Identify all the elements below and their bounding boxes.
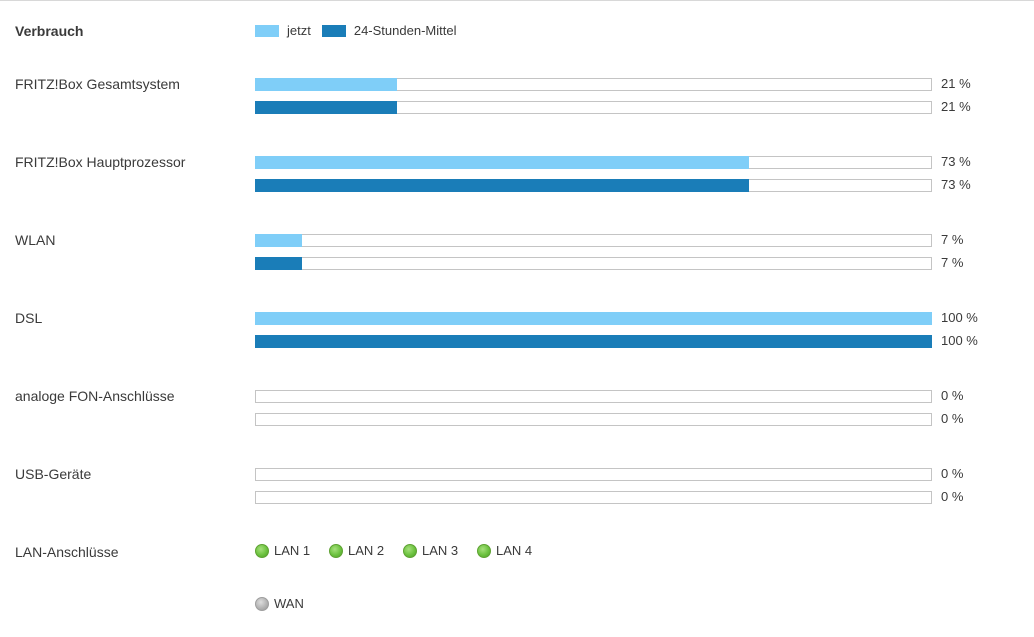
legend-label-now: jetzt	[287, 23, 311, 38]
lan-port-4: LAN 4	[477, 543, 532, 558]
legend-swatch-avg	[321, 24, 346, 37]
bar-avg-usb	[255, 491, 932, 504]
row-label-usb: USB-Geräte	[15, 466, 92, 482]
row-label-fon: analoge FON-Anschlüsse	[15, 388, 175, 404]
lan-port-label: LAN 2	[348, 543, 385, 558]
row-label-lan: LAN-Anschlüsse	[15, 544, 119, 560]
status-led-icon	[255, 543, 269, 558]
value-now-wlan: 7 %	[941, 232, 964, 247]
value-now-hauptprozessor: 73 %	[941, 154, 971, 169]
lan-port-label: LAN 1	[274, 543, 311, 558]
status-led-icon	[403, 543, 417, 558]
lan-port-label: LAN 3	[422, 543, 459, 558]
bar-avg-wlan	[255, 257, 932, 270]
lan-port-label: LAN 4	[496, 543, 533, 558]
bar-now-fon	[255, 390, 932, 403]
legend-swatch-now	[255, 24, 279, 37]
value-avg-gesamtsystem: 21 %	[941, 99, 971, 114]
lan-port-3: LAN 3	[403, 543, 458, 558]
wan-port-label: WAN	[274, 596, 304, 611]
section-heading: Verbrauch	[15, 23, 84, 39]
row-label-wlan: WLAN	[15, 232, 56, 248]
bar-fill-now	[255, 234, 302, 247]
legend-item-now: jetzt	[255, 23, 311, 38]
bar-now-dsl	[255, 312, 932, 325]
bar-avg-hauptprozessor	[255, 179, 932, 192]
row-label-dsl: DSL	[15, 310, 43, 326]
value-avg-usb: 0 %	[941, 489, 964, 504]
value-now-fon: 0 %	[941, 388, 964, 403]
bar-now-gesamtsystem	[255, 78, 932, 91]
row-label-gesamtsystem: FRITZ!Box Gesamtsystem	[15, 76, 180, 92]
legend: jetzt 24-Stunden-Mittel	[255, 23, 467, 38]
bar-avg-dsl	[255, 335, 932, 348]
bar-now-hauptprozessor	[255, 156, 932, 169]
bar-fill-avg	[255, 101, 397, 114]
value-avg-fon: 0 %	[941, 411, 964, 426]
bar-fill-now	[255, 312, 932, 325]
value-now-usb: 0 %	[941, 466, 964, 481]
status-led-icon	[329, 543, 343, 558]
bar-fill-avg	[255, 179, 749, 192]
row-label-hauptprozessor: FRITZ!Box Hauptprozessor	[15, 154, 186, 170]
status-led-icon	[255, 596, 269, 611]
status-led-icon	[477, 543, 491, 558]
legend-item-avg: 24-Stunden-Mittel	[321, 23, 457, 38]
value-avg-dsl: 100 %	[941, 333, 978, 348]
bar-avg-gesamtsystem	[255, 101, 932, 114]
bar-avg-fon	[255, 413, 932, 426]
bar-fill-now	[255, 78, 397, 91]
value-now-dsl: 100 %	[941, 310, 978, 325]
bar-fill-avg	[255, 257, 302, 270]
lan-port-2: LAN 2	[329, 543, 384, 558]
value-now-gesamtsystem: 21 %	[941, 76, 971, 91]
bar-now-usb	[255, 468, 932, 481]
value-avg-wlan: 7 %	[941, 255, 964, 270]
wan-port: WAN	[255, 596, 304, 611]
bar-fill-now	[255, 156, 749, 169]
top-divider	[0, 0, 1034, 1]
bar-now-wlan	[255, 234, 932, 247]
lan-port-1: LAN 1	[255, 543, 310, 558]
bar-fill-avg	[255, 335, 932, 348]
value-avg-hauptprozessor: 73 %	[941, 177, 971, 192]
legend-label-avg: 24-Stunden-Mittel	[353, 23, 457, 38]
